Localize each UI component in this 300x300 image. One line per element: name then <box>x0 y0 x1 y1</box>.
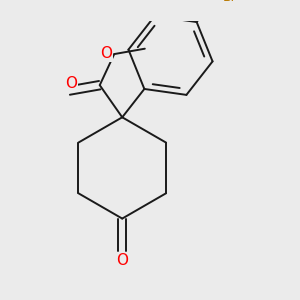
Text: Br: Br <box>223 0 237 4</box>
Text: O: O <box>65 76 77 91</box>
Text: O: O <box>116 253 128 268</box>
Text: O: O <box>100 46 112 61</box>
